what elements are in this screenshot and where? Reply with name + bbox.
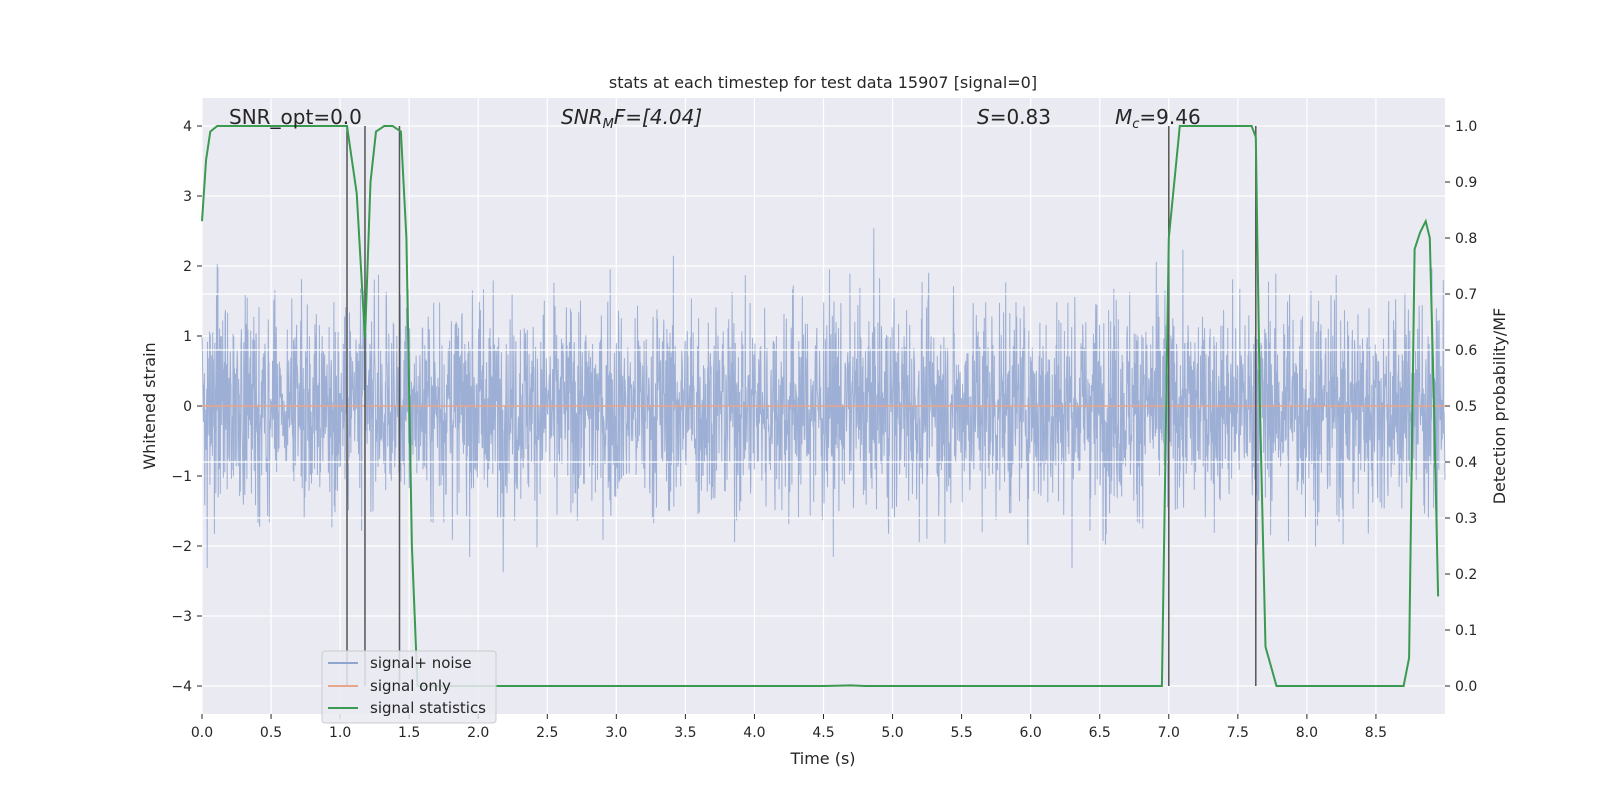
x-tick-label: 8.5 xyxy=(1365,725,1387,741)
y-tick-label: 0 xyxy=(183,399,192,415)
x-tick-label: 5.5 xyxy=(950,725,972,741)
x-tick-labels: 0.0 0.5 1.0 1.5 2.0 2.5 3.0 3.5 4.0 4.5 5.0 5.5 6.0 6… xyxy=(191,714,1387,741)
y-right-tick-label: 0.6 xyxy=(1455,343,1477,359)
y-tick-label: −2 xyxy=(171,539,192,555)
y-tick-label: −3 xyxy=(171,609,192,625)
x-tick-label: 4.5 xyxy=(812,725,834,741)
x-tick-label: 3.5 xyxy=(674,725,696,741)
x-tick-label: 0.0 xyxy=(191,725,213,741)
annotation-s: S=0.83 xyxy=(977,105,1051,129)
y-right-tick-label: 1.0 xyxy=(1455,119,1477,135)
x-tick-label: 8.0 xyxy=(1296,725,1318,741)
x-tick-label: 2.5 xyxy=(536,725,558,741)
y-tick-label: 3 xyxy=(183,189,192,205)
y-tick-label: 4 xyxy=(183,119,192,135)
x-tick-label: 4.0 xyxy=(743,725,765,741)
annotation-mc: Mc=9.46 xyxy=(1115,105,1201,132)
y-tick-labels: 4 3 2 1 0 −1 −2 −3 −4 xyxy=(171,119,202,695)
y-axis-label: Whitened strain xyxy=(140,342,159,469)
y-right-tick-label: 0.3 xyxy=(1455,511,1477,527)
y-tick-label: −1 xyxy=(171,469,192,485)
legend-label-stats: signal statistics xyxy=(370,699,486,717)
signal-statistics-line xyxy=(201,125,1440,687)
annotation-snr-mf: SNRMF=[4.04] xyxy=(561,105,702,132)
legend: signal+ noise signal only signal statist… xyxy=(321,650,497,724)
x-tick-label: 6.0 xyxy=(1020,725,1042,741)
y-right-tick-label: 0.2 xyxy=(1455,567,1477,583)
y-right-tick-label: 0.9 xyxy=(1455,175,1477,191)
y-right-tick-labels: 1.0 0.9 0.8 0.7 0.6 0.5 0.4 0.3 0.2 0.1 0.0 xyxy=(1445,119,1477,695)
x-tick-label: 0.5 xyxy=(260,725,282,741)
y-tick-label: −4 xyxy=(171,679,192,695)
x-tick-label: 6.5 xyxy=(1089,725,1111,741)
y-right-tick-label: 0.7 xyxy=(1455,287,1477,303)
y-right-tick-label: 0.5 xyxy=(1455,399,1477,415)
legend-label-signal: signal only xyxy=(370,677,451,695)
y-tick-label: 1 xyxy=(183,329,192,345)
x-tick-label: 2.0 xyxy=(467,725,489,741)
y-right-tick-label: 0.8 xyxy=(1455,231,1477,247)
y-right-tick-label: 0.4 xyxy=(1455,455,1477,471)
x-tick-label: 3.0 xyxy=(605,725,627,741)
x-tick-label: 1.5 xyxy=(398,725,420,741)
x-tick-label: 1.0 xyxy=(329,725,351,741)
series-signal-statistics xyxy=(201,125,1440,687)
signal-noise-line xyxy=(201,228,1446,573)
x-tick-label: 7.0 xyxy=(1158,725,1180,741)
annotation-snr-opt: SNR_opt=0.0 xyxy=(229,105,362,129)
legend-box xyxy=(321,650,497,724)
y-right-axis-label: Detection probability/MF xyxy=(1490,308,1509,505)
y-right-tick-label: 0.1 xyxy=(1455,623,1477,639)
chart-title: stats at each timestep for test data 159… xyxy=(609,73,1037,92)
y-right-tick-label: 0.0 xyxy=(1455,679,1477,695)
legend-label-noise: signal+ noise xyxy=(370,654,472,672)
vertical-markers xyxy=(346,126,1257,686)
x-tick-label: 5.0 xyxy=(881,725,903,741)
x-axis-label: Time (s) xyxy=(789,749,855,768)
x-tick-label: 7.5 xyxy=(1227,725,1249,741)
y-tick-label: 2 xyxy=(183,259,192,275)
